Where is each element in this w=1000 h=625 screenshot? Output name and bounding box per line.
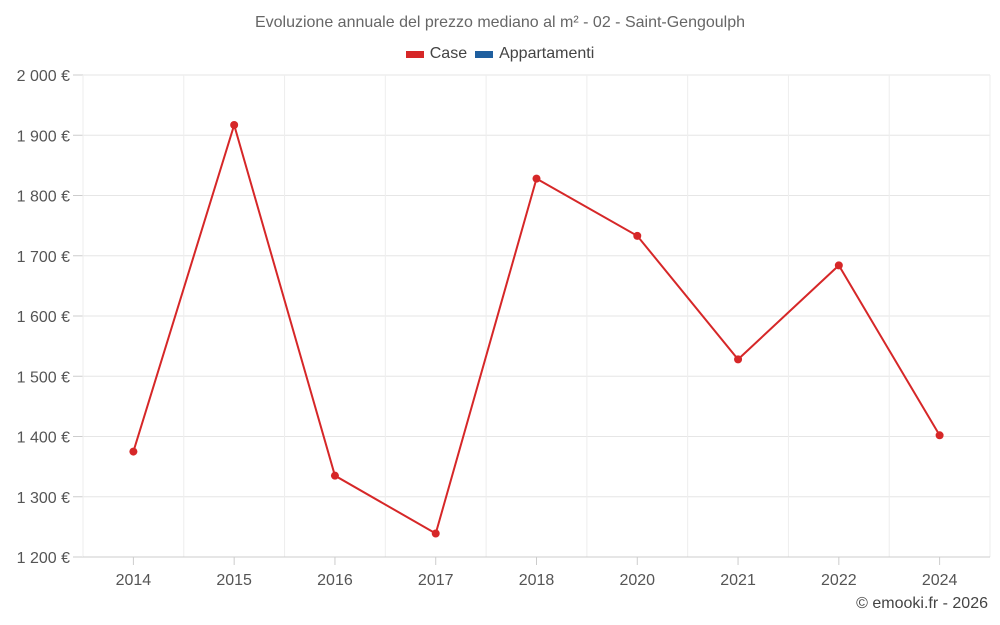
series-line xyxy=(132,121,941,536)
data-point xyxy=(734,355,743,364)
x-tick-label: 2014 xyxy=(116,572,152,589)
x-tick-label: 2016 xyxy=(317,572,353,589)
data-point xyxy=(431,529,440,538)
legend-label-case: Case xyxy=(429,45,468,62)
data-point xyxy=(633,231,642,240)
data-point xyxy=(532,174,541,183)
x-tick-label: 2020 xyxy=(619,572,655,589)
y-tick-label: 2 000 € xyxy=(17,68,70,85)
y-tick-label: 1 800 € xyxy=(17,189,70,206)
chart-title: Evoluzione annuale del prezzo mediano al… xyxy=(254,14,746,31)
data-point xyxy=(834,261,843,270)
legend-item-appartamenti[interactable]: Appartamenti xyxy=(475,45,594,63)
x-tick-label: 2024 xyxy=(922,572,958,589)
credit-text: © emooki.fr - 2026 xyxy=(856,595,988,612)
x-tick-label: 2017 xyxy=(418,572,454,589)
x-tick-label: 2022 xyxy=(821,572,857,589)
legend: Case Appartamenti xyxy=(0,45,1000,63)
y-tick-label: 1 700 € xyxy=(17,249,70,266)
legend-item-case[interactable]: Case xyxy=(405,45,468,63)
legend-swatch-appartamenti xyxy=(475,50,494,58)
y-tick-label: 1 400 € xyxy=(17,430,70,447)
y-tick-label: 1 600 € xyxy=(17,309,70,326)
y-tick-label: 1 900 € xyxy=(17,128,70,145)
legend-swatch-case xyxy=(405,50,424,58)
y-tick-label: 1 500 € xyxy=(17,369,70,386)
data-point xyxy=(330,471,339,480)
x-tick-label: 2018 xyxy=(519,572,555,589)
x-tick-label: 2015 xyxy=(216,572,252,589)
x-tick-label: 2021 xyxy=(720,572,756,589)
data-point xyxy=(935,431,944,440)
data-point xyxy=(129,447,138,456)
y-tick-label: 1 200 € xyxy=(17,550,70,567)
legend-label-appartamenti: Appartamenti xyxy=(499,45,595,62)
data-point xyxy=(230,121,239,130)
y-tick-label: 1 300 € xyxy=(17,490,70,507)
